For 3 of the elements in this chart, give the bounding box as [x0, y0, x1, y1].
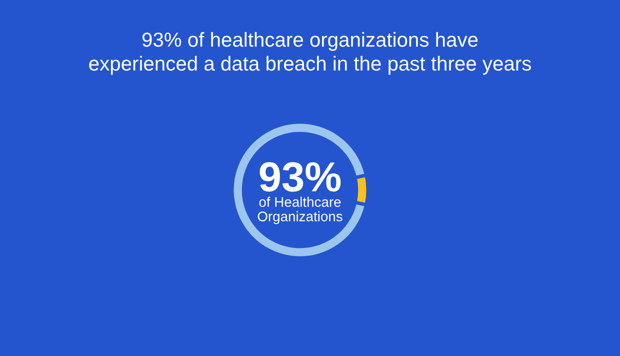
- chart-title: 93% of healthcare organizations have experienced a data breach in the past three years: [89, 32, 531, 75]
- text: of Healthcare Organizations: [258, 196, 342, 224]
- text: 93%: [260, 162, 341, 192]
